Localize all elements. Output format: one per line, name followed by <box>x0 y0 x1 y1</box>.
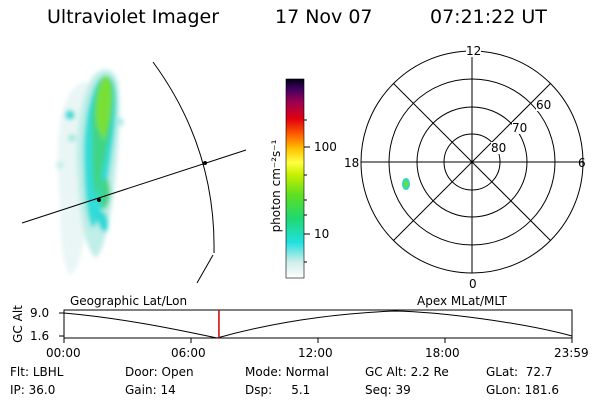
lat-label-60: 60 <box>536 98 552 112</box>
status-door: Door: Open <box>125 365 194 379</box>
status-glon: GLon: 181.6 <box>486 383 559 397</box>
timeline-x-tick-1800: 18:00 <box>425 346 460 360</box>
status-glat: GLat: 72.7 <box>486 365 553 379</box>
colorbar-ticks <box>304 119 310 263</box>
lat-label-70: 70 <box>512 121 528 135</box>
timeline-y-tick-top: 9.0 <box>30 306 50 320</box>
time-readout: 07:21:22 UT <box>430 6 547 28</box>
app-title: Ultraviolet Imager <box>47 6 220 28</box>
mlt-label-12: 12 <box>466 44 482 58</box>
timeline-x-tick-1200: 12:00 <box>298 346 333 360</box>
status-gain: Gain: 14 <box>125 383 176 397</box>
colorbar-tick-100: 100 <box>314 140 337 154</box>
timeline-plot <box>59 309 573 343</box>
timeline-right-label: Apex MLat/MLT <box>417 294 507 308</box>
status-flt: Flt: LBHL <box>10 365 64 379</box>
polar-plot <box>360 50 584 274</box>
timeline-left-label: Geographic Lat/Lon <box>70 294 188 308</box>
colorbar-tick-10: 10 <box>314 227 330 241</box>
geographic-grid <box>21 61 247 284</box>
timeline-x-tick-0600: 06:00 <box>171 346 206 360</box>
status-ip: IP: 36.0 <box>10 383 56 397</box>
aurora-image <box>56 69 124 275</box>
status-mode: Mode: Normal <box>245 365 329 379</box>
mlt-label-0: 0 <box>469 277 477 291</box>
polar-aurora-spot <box>402 178 410 190</box>
mlt-label-6: 6 <box>578 156 586 170</box>
colorbar <box>285 78 305 279</box>
timeline-y-axis-label: GC Alt <box>11 305 25 343</box>
timeline-x-tick-2359: 23:59 <box>554 346 589 360</box>
status-seq: Seq: 39 <box>365 383 411 397</box>
status-gc-alt: GC Alt: 2.2 Re <box>365 365 449 379</box>
date-readout: 17 Nov 07 <box>275 6 373 28</box>
status-dsp: Dsp: 5.1 <box>245 383 311 397</box>
mlt-label-18: 18 <box>344 156 360 170</box>
timeline-x-tick-0000: 00:00 <box>46 346 81 360</box>
lat-label-80: 80 <box>491 141 507 155</box>
colorbar-unit-label: photon cm⁻²s⁻¹ <box>269 139 283 233</box>
timeline-y-tick-bottom: 1.6 <box>30 329 50 343</box>
